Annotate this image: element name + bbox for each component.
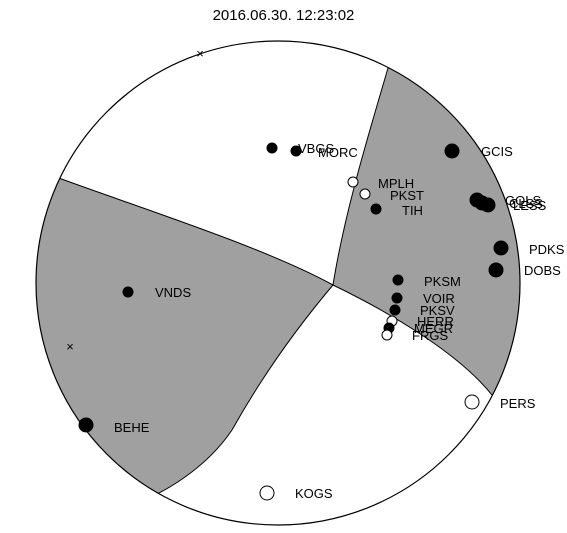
station-label-kogs: KOGS [295,486,333,501]
station-label-pksm: PKSM [424,274,461,289]
station-marker-pksm [392,274,404,286]
station-label-pers: PERS [500,396,536,411]
station-label-pkst: PKST [390,188,424,203]
station-label-frgs: FRGS [412,328,448,343]
station-marker-kogs [259,485,275,501]
station-label-mplh: MPLH [378,176,414,191]
nodal-plane-1 [137,67,389,503]
station-label-morc: MORC [318,145,358,160]
station-marker-morc [290,145,302,157]
station-label-dobs: DOBS [524,263,561,278]
station-marker-voir [391,292,403,304]
station-label-vnds: VNDS [155,285,191,300]
station-label-clss: CLSS [509,196,543,211]
station-marker-pers [464,394,480,410]
station-label-less: LESS [513,198,547,213]
nodal-plane-2 [36,169,493,396]
station-marker-less [480,197,496,213]
p-axis-marker: × [196,46,204,61]
station-marker-behe [78,417,94,433]
station-marker-vnds [122,286,134,298]
station-label-pdks: PDKS [529,242,565,257]
station-marker-dobs [488,262,504,278]
station-marker-frgs [381,329,393,341]
station-label-voir: VOIR [423,291,455,306]
station-marker-pksv [389,304,401,316]
focal-sphere-outline [35,40,521,526]
station-label-gcis: GCIS [481,144,513,159]
event-timestamp-title: 2016.06.30. 12:23:02 [212,7,355,24]
station-marker-pkst [359,188,371,200]
station-label-tih: TIH [402,203,423,218]
station-label-pksv: PKSV [420,303,455,318]
station-marker-pdks [493,240,509,256]
station-marker-vbgs [266,142,278,154]
station-marker-mplh [347,176,359,188]
station-label-vbgs: VBGS [298,141,334,156]
compressional-quadrant-left [36,170,333,502]
station-marker-tih [370,203,382,215]
station-label-behe: BEHE [114,420,150,435]
station-label-herr: HERR [417,314,454,329]
station-label-megr: MEGR [414,321,453,336]
station-marker-gcis [444,143,460,159]
station-label-gols: GOLS [505,193,541,208]
t-axis-marker: × [66,339,74,354]
